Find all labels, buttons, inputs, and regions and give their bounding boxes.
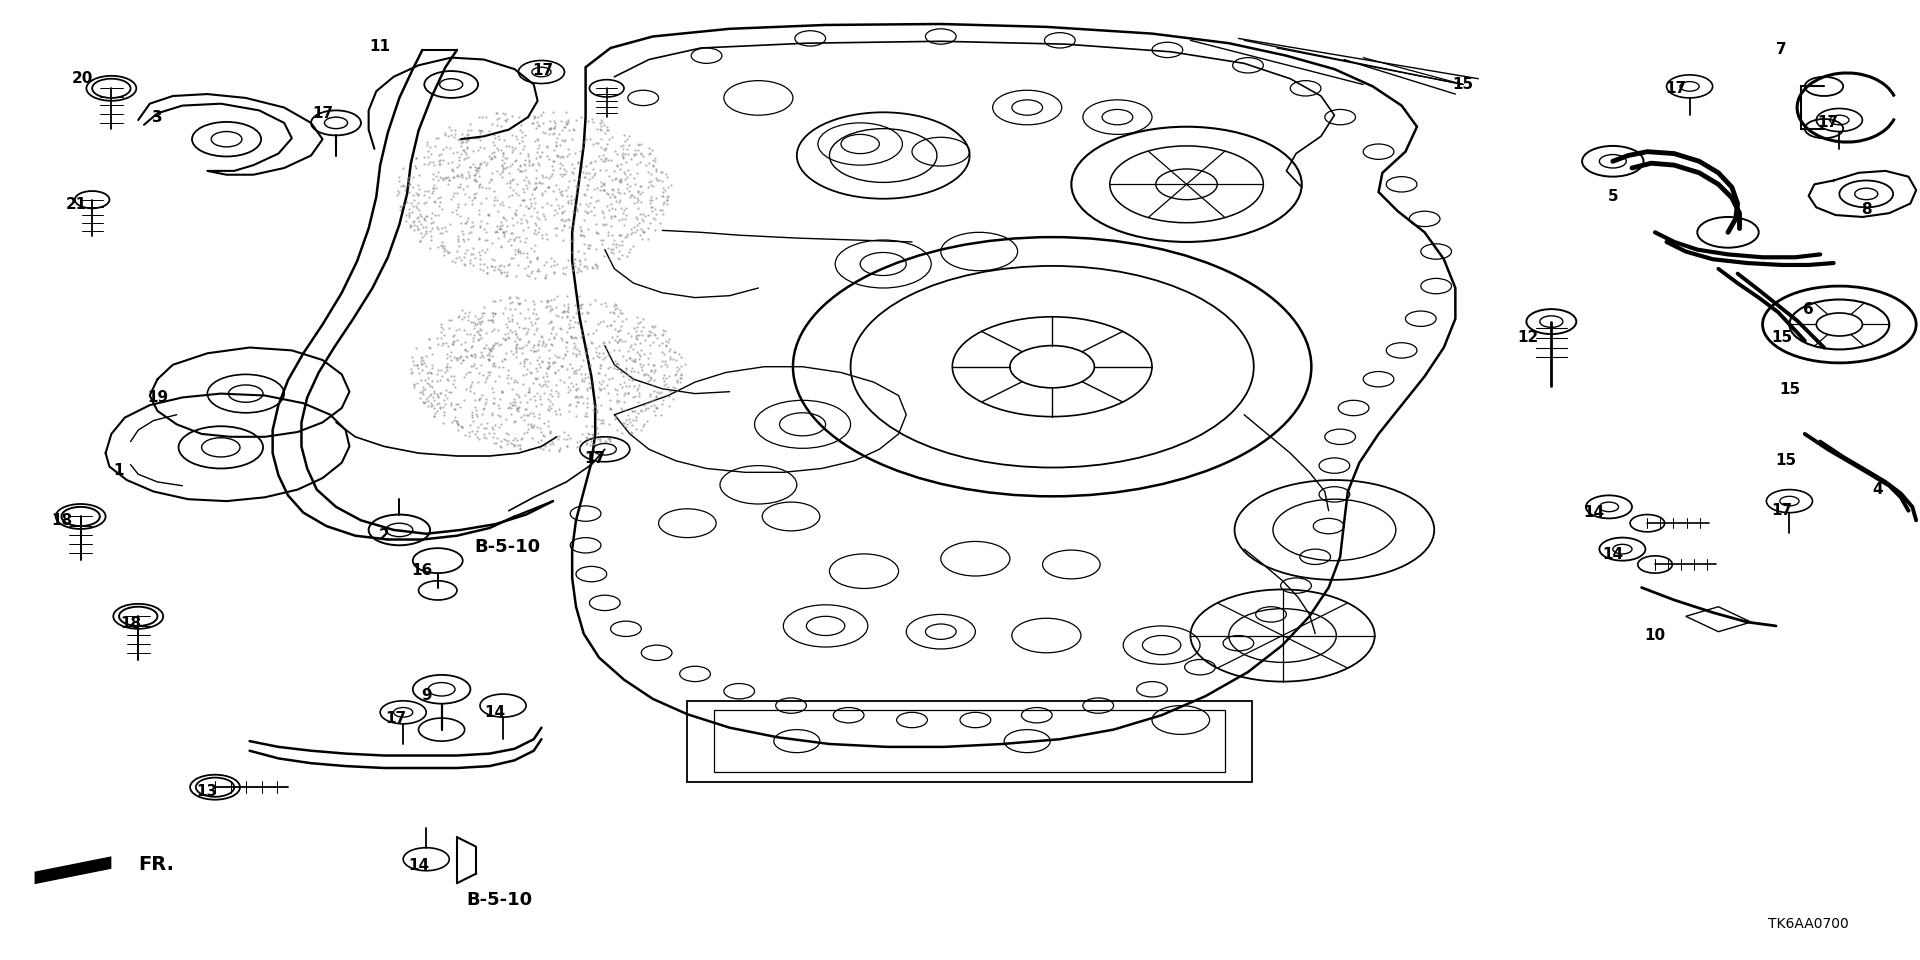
Text: 12: 12 (1517, 330, 1540, 346)
Text: 17: 17 (384, 710, 407, 726)
Text: FR.: FR. (138, 854, 175, 874)
Text: 6: 6 (1803, 301, 1814, 317)
Text: 14: 14 (484, 705, 507, 720)
Text: 15: 15 (1778, 382, 1801, 397)
Text: 21: 21 (65, 197, 88, 212)
Text: 17: 17 (1816, 115, 1839, 131)
Text: 17: 17 (1665, 81, 1688, 96)
Text: 18: 18 (50, 513, 73, 528)
Text: 20: 20 (71, 71, 94, 86)
Text: TK6AA0700: TK6AA0700 (1768, 917, 1849, 930)
Text: 17: 17 (311, 106, 334, 121)
Text: 14: 14 (407, 858, 430, 874)
Text: 4: 4 (1872, 482, 1884, 497)
Text: 15: 15 (1452, 77, 1475, 92)
Text: B-5-10: B-5-10 (467, 892, 532, 909)
Text: 5: 5 (1607, 189, 1619, 204)
Text: 3: 3 (152, 109, 163, 125)
Text: 11: 11 (371, 38, 390, 54)
Text: 1: 1 (113, 463, 125, 478)
Text: 16: 16 (411, 563, 434, 578)
Text: 10: 10 (1644, 628, 1667, 643)
Text: 17: 17 (584, 451, 607, 467)
Text: B-5-10: B-5-10 (474, 539, 540, 556)
Text: 13: 13 (196, 784, 219, 800)
Text: 17: 17 (532, 62, 555, 78)
Text: 14: 14 (1601, 547, 1624, 563)
Polygon shape (35, 856, 111, 884)
Text: 7: 7 (1776, 42, 1788, 58)
Text: 8: 8 (1860, 202, 1872, 217)
Text: 14: 14 (1582, 505, 1605, 520)
Text: 9: 9 (420, 687, 432, 703)
Text: 2: 2 (378, 528, 390, 543)
Text: 17: 17 (1770, 503, 1793, 518)
Text: 15: 15 (1774, 453, 1797, 468)
Text: 15: 15 (1770, 330, 1793, 346)
Text: 18: 18 (119, 616, 142, 632)
Text: 19: 19 (146, 390, 169, 405)
